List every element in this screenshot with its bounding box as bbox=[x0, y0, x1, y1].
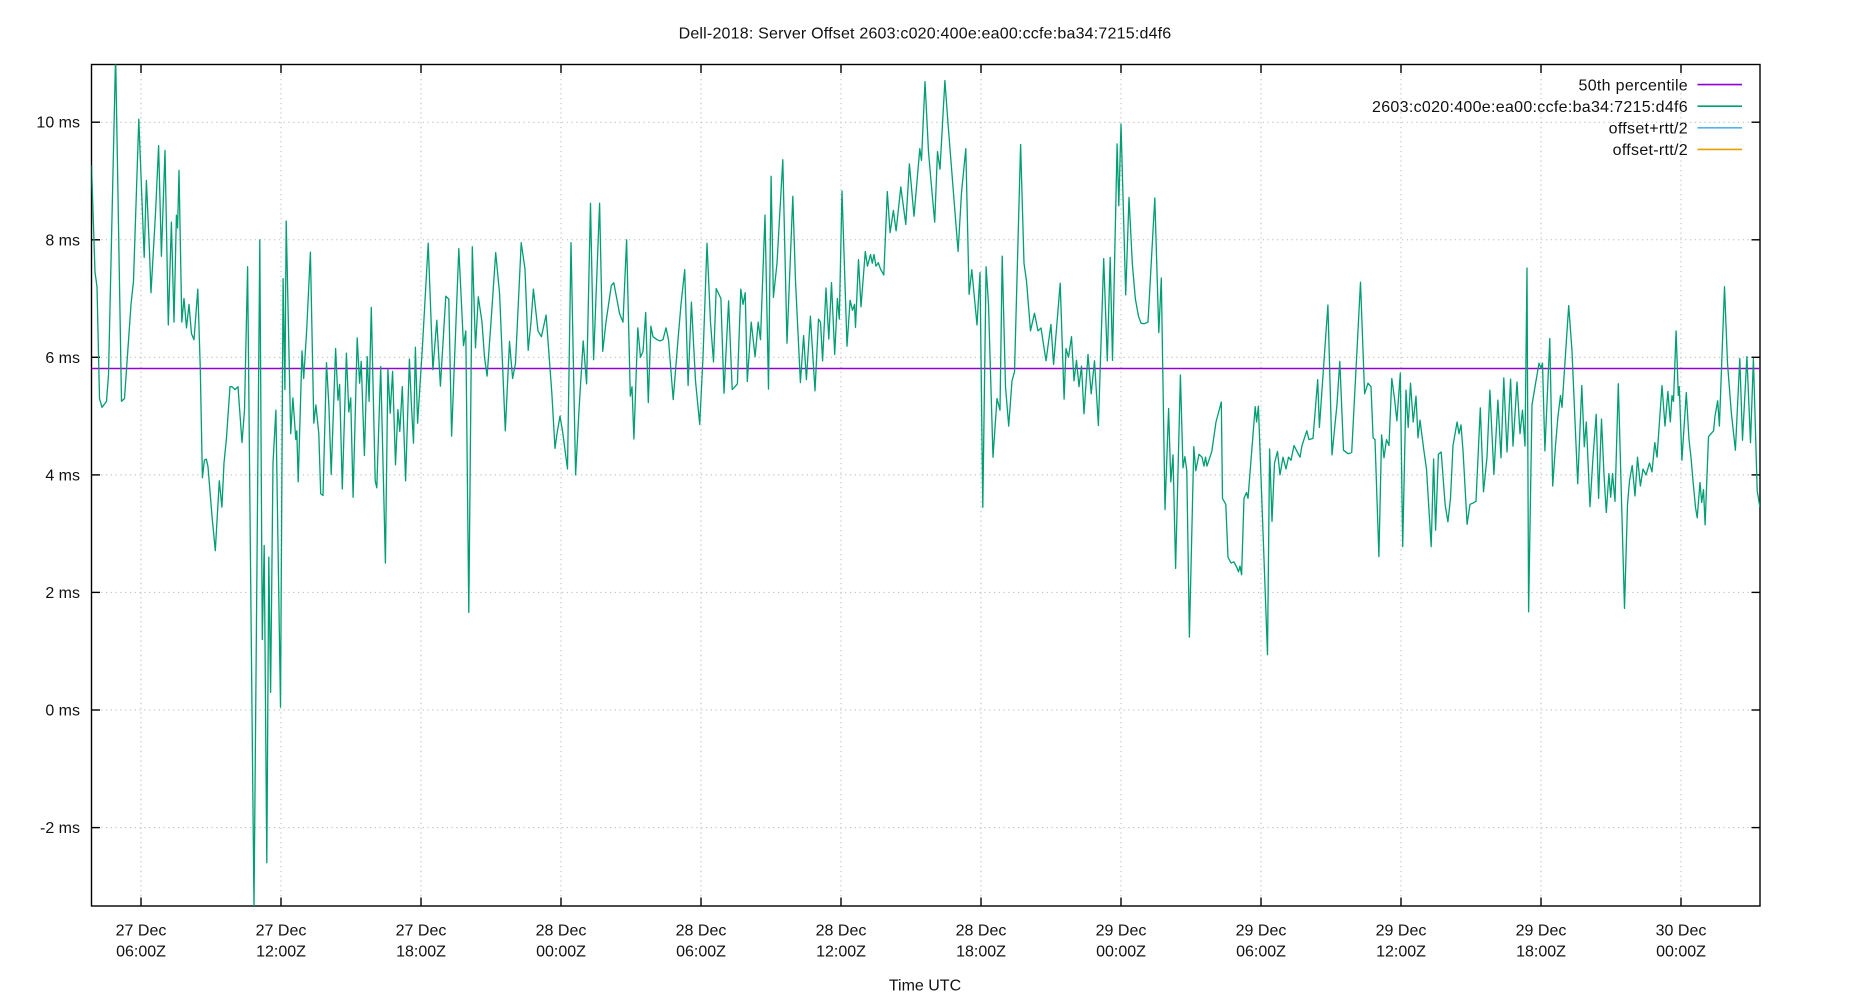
svg-text:-2 ms: -2 ms bbox=[40, 820, 80, 837]
svg-text:offset-rtt/2: offset-rtt/2 bbox=[1613, 142, 1688, 159]
svg-text:8 ms: 8 ms bbox=[45, 232, 80, 249]
svg-text:29 Dec: 29 Dec bbox=[1096, 923, 1147, 940]
svg-text:2 ms: 2 ms bbox=[45, 585, 80, 602]
svg-text:29 Dec: 29 Dec bbox=[1376, 923, 1427, 940]
svg-text:6 ms: 6 ms bbox=[45, 350, 80, 367]
svg-text:06:00Z: 06:00Z bbox=[1236, 944, 1286, 961]
svg-text:12:00Z: 12:00Z bbox=[1376, 944, 1426, 961]
svg-text:offset+rtt/2: offset+rtt/2 bbox=[1609, 121, 1688, 138]
svg-text:18:00Z: 18:00Z bbox=[956, 944, 1006, 961]
svg-text:30 Dec: 30 Dec bbox=[1656, 923, 1707, 940]
svg-text:29 Dec: 29 Dec bbox=[1516, 923, 1567, 940]
svg-text:0 ms: 0 ms bbox=[45, 703, 80, 720]
svg-text:28 Dec: 28 Dec bbox=[676, 923, 727, 940]
svg-text:4 ms: 4 ms bbox=[45, 467, 80, 484]
svg-text:27 Dec: 27 Dec bbox=[396, 923, 447, 940]
svg-text:06:00Z: 06:00Z bbox=[116, 944, 166, 961]
svg-text:27 Dec: 27 Dec bbox=[256, 923, 307, 940]
svg-text:00:00Z: 00:00Z bbox=[536, 944, 586, 961]
svg-text:29 Dec: 29 Dec bbox=[1236, 923, 1287, 940]
svg-text:Dell-2018: Server Offset 2603:: Dell-2018: Server Offset 2603:c020:400e:… bbox=[679, 26, 1172, 43]
svg-text:00:00Z: 00:00Z bbox=[1096, 944, 1146, 961]
svg-text:12:00Z: 12:00Z bbox=[256, 944, 306, 961]
svg-text:18:00Z: 18:00Z bbox=[1516, 944, 1566, 961]
svg-text:28 Dec: 28 Dec bbox=[956, 923, 1007, 940]
svg-text:06:00Z: 06:00Z bbox=[676, 944, 726, 961]
svg-text:00:00Z: 00:00Z bbox=[1656, 944, 1706, 961]
svg-text:28 Dec: 28 Dec bbox=[536, 923, 587, 940]
svg-text:27 Dec: 27 Dec bbox=[116, 923, 167, 940]
svg-text:Time UTC: Time UTC bbox=[889, 978, 961, 995]
svg-text:50th percentile: 50th percentile bbox=[1579, 77, 1688, 94]
svg-text:18:00Z: 18:00Z bbox=[396, 944, 446, 961]
svg-text:12:00Z: 12:00Z bbox=[816, 944, 866, 961]
svg-text:28 Dec: 28 Dec bbox=[816, 923, 867, 940]
svg-text:2603:c020:400e:ea00:ccfe:ba34:: 2603:c020:400e:ea00:ccfe:ba34:7215:d4f6 bbox=[1372, 99, 1688, 116]
svg-text:10 ms: 10 ms bbox=[36, 115, 80, 132]
